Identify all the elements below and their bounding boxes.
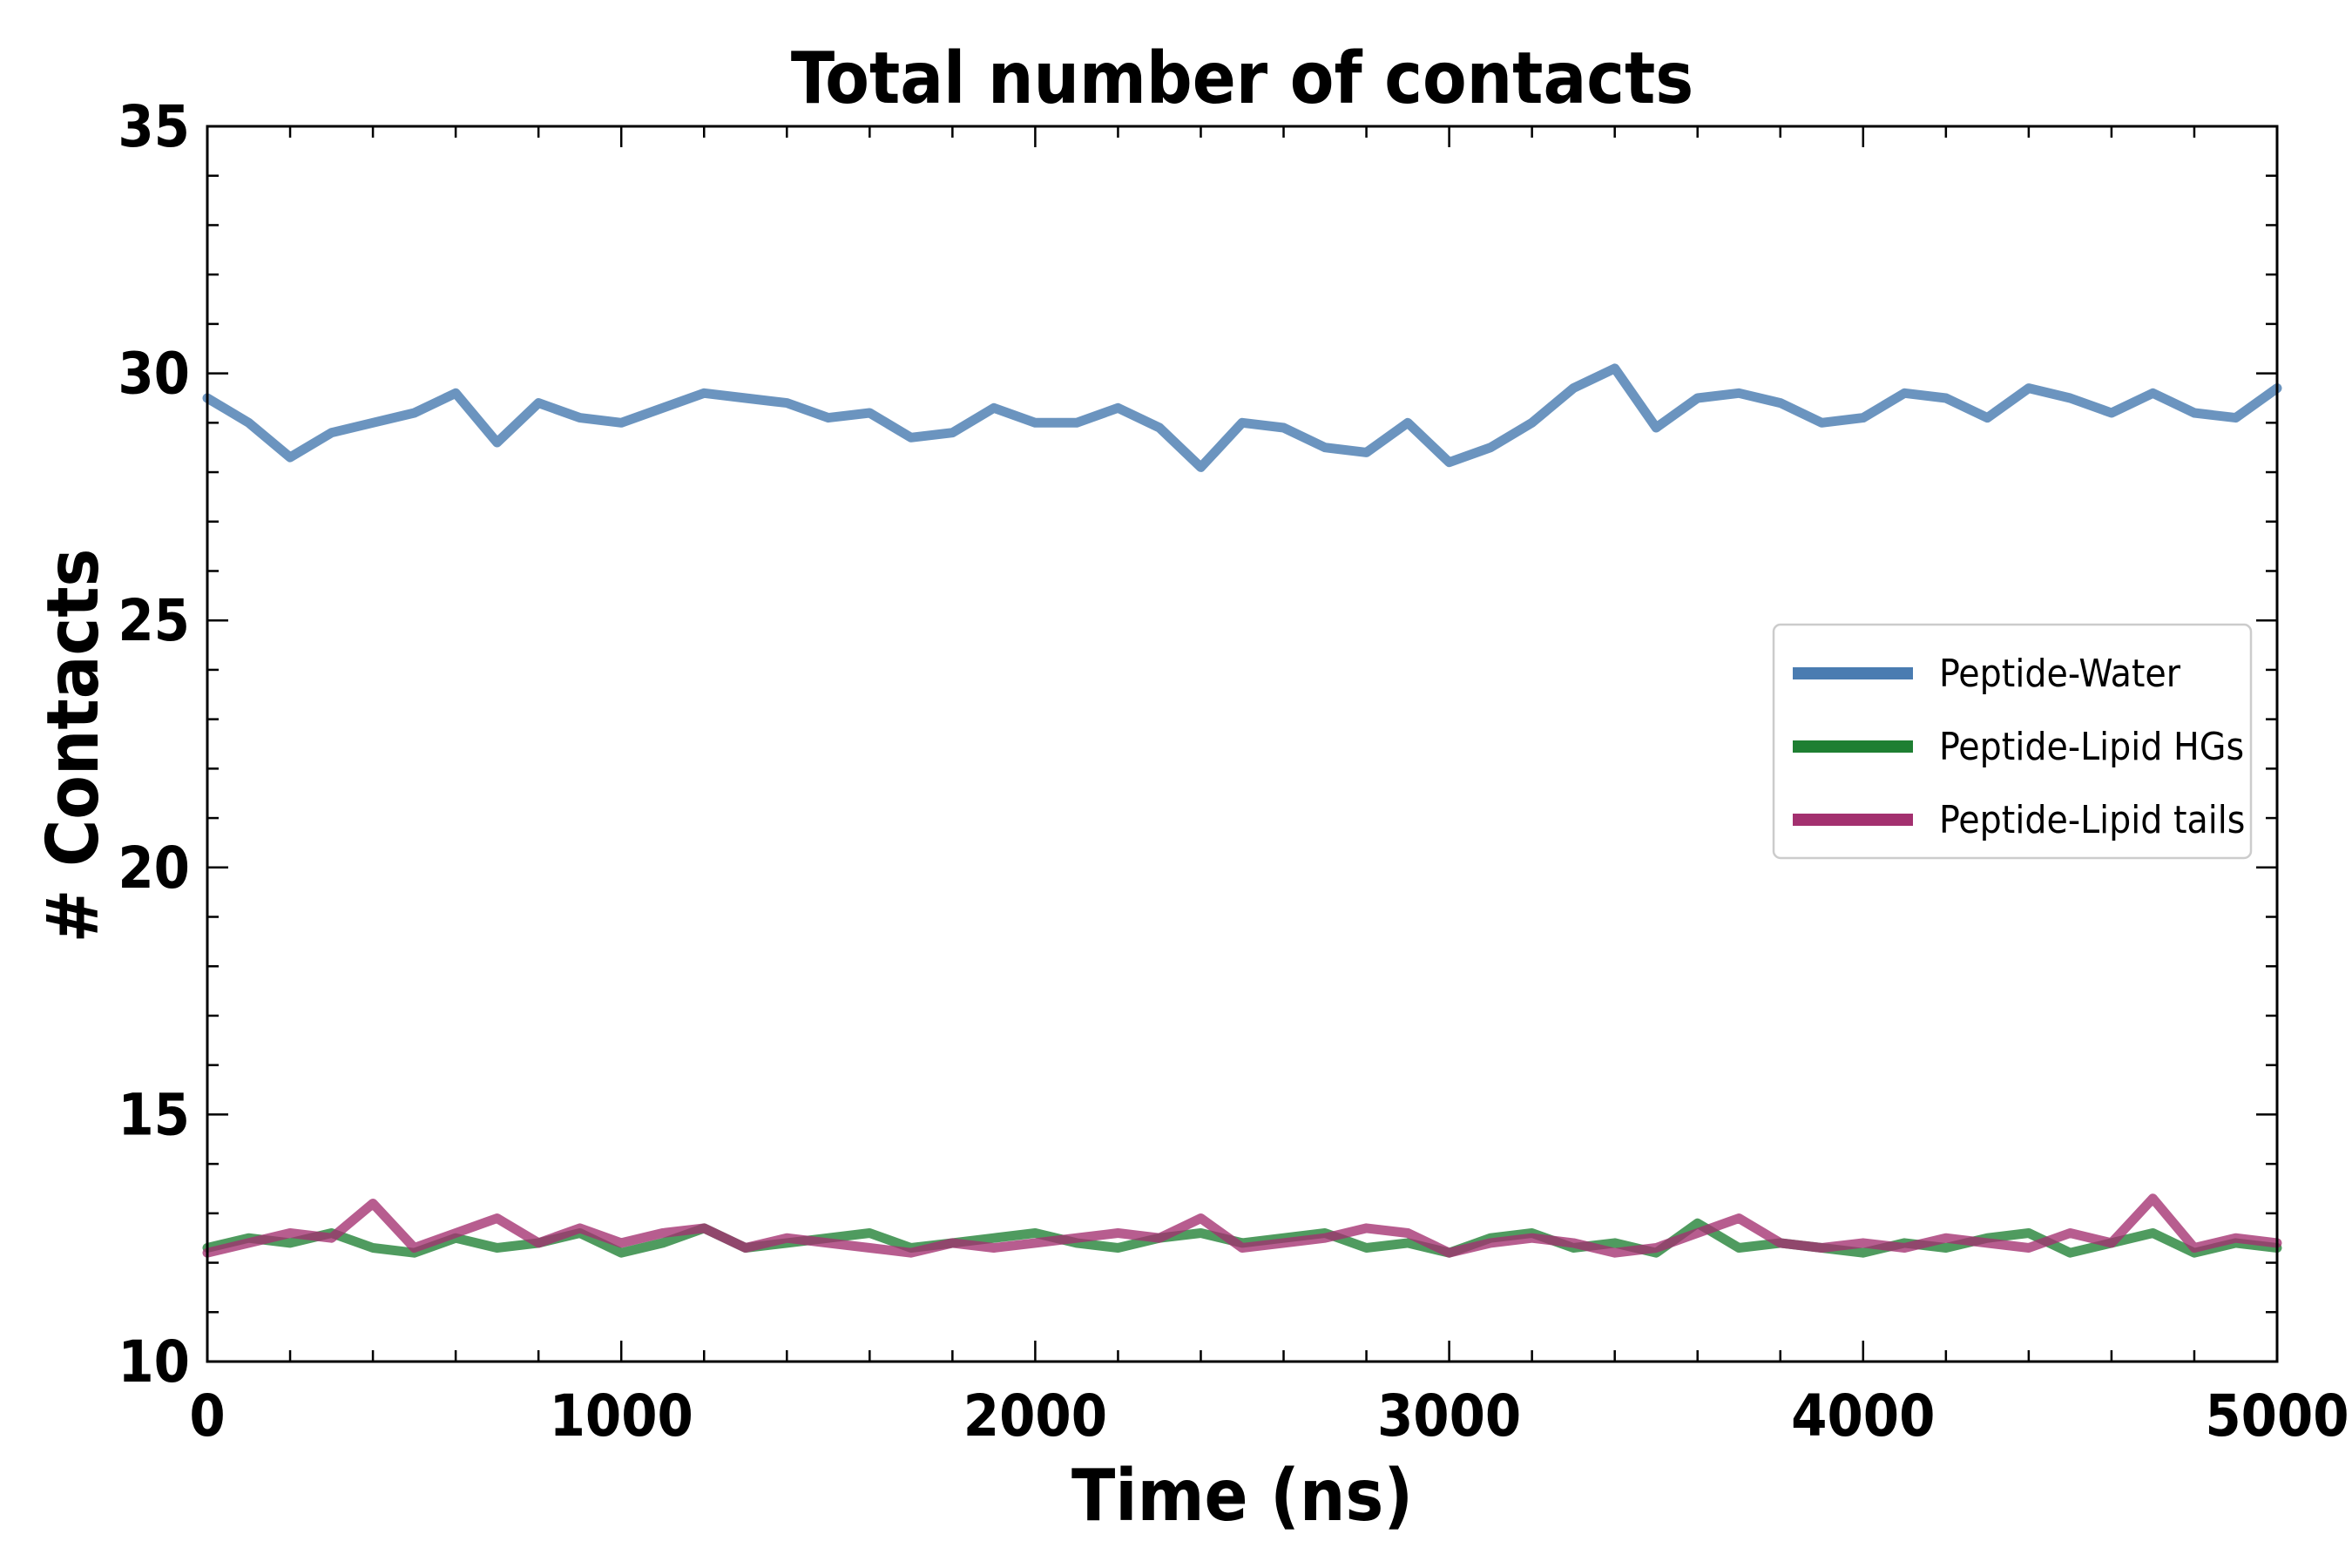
x-tick-label: 5000 <box>2205 1382 2349 1450</box>
x-tick-label: 2000 <box>963 1382 1107 1450</box>
series-layer <box>202 363 2282 1258</box>
x-tick-label: 3000 <box>1377 1382 1521 1450</box>
y-axis-label: # Contacts <box>32 549 115 943</box>
legend: Peptide-Water Peptide-Lipid HGs Peptide-Li… <box>1772 623 2253 860</box>
tick-layer: 0 1000 2000 3000 4000 5000 10 15 20 25 30 35 <box>118 93 2349 1450</box>
y-tick-label: 15 <box>118 1081 190 1148</box>
legend-label-1: Peptide-Lipid HGs <box>1939 725 2244 769</box>
x-tick-label: 0 <box>189 1382 225 1450</box>
x-tick-label: 1000 <box>550 1382 693 1450</box>
y-tick-label: 25 <box>118 587 190 654</box>
legend-box <box>1772 623 2253 860</box>
x-tick-label: 4000 <box>1791 1382 1935 1450</box>
y-tick-label: 10 <box>118 1328 190 1396</box>
legend-label-0: Peptide-Water <box>1939 652 2181 696</box>
y-tick-label: 20 <box>118 835 190 902</box>
y-tick-label: 30 <box>118 341 190 408</box>
plot-frame <box>206 125 2279 1363</box>
series-line-2 <box>202 1193 2282 1258</box>
chart-title: Total number of contacts <box>791 37 1693 120</box>
legend-label-2: Peptide-Lipid tails <box>1939 798 2245 842</box>
series-line-0 <box>202 363 2282 472</box>
y-tick-label: 35 <box>118 93 190 160</box>
x-axis-label: Time (ns) <box>1071 1455 1413 1538</box>
